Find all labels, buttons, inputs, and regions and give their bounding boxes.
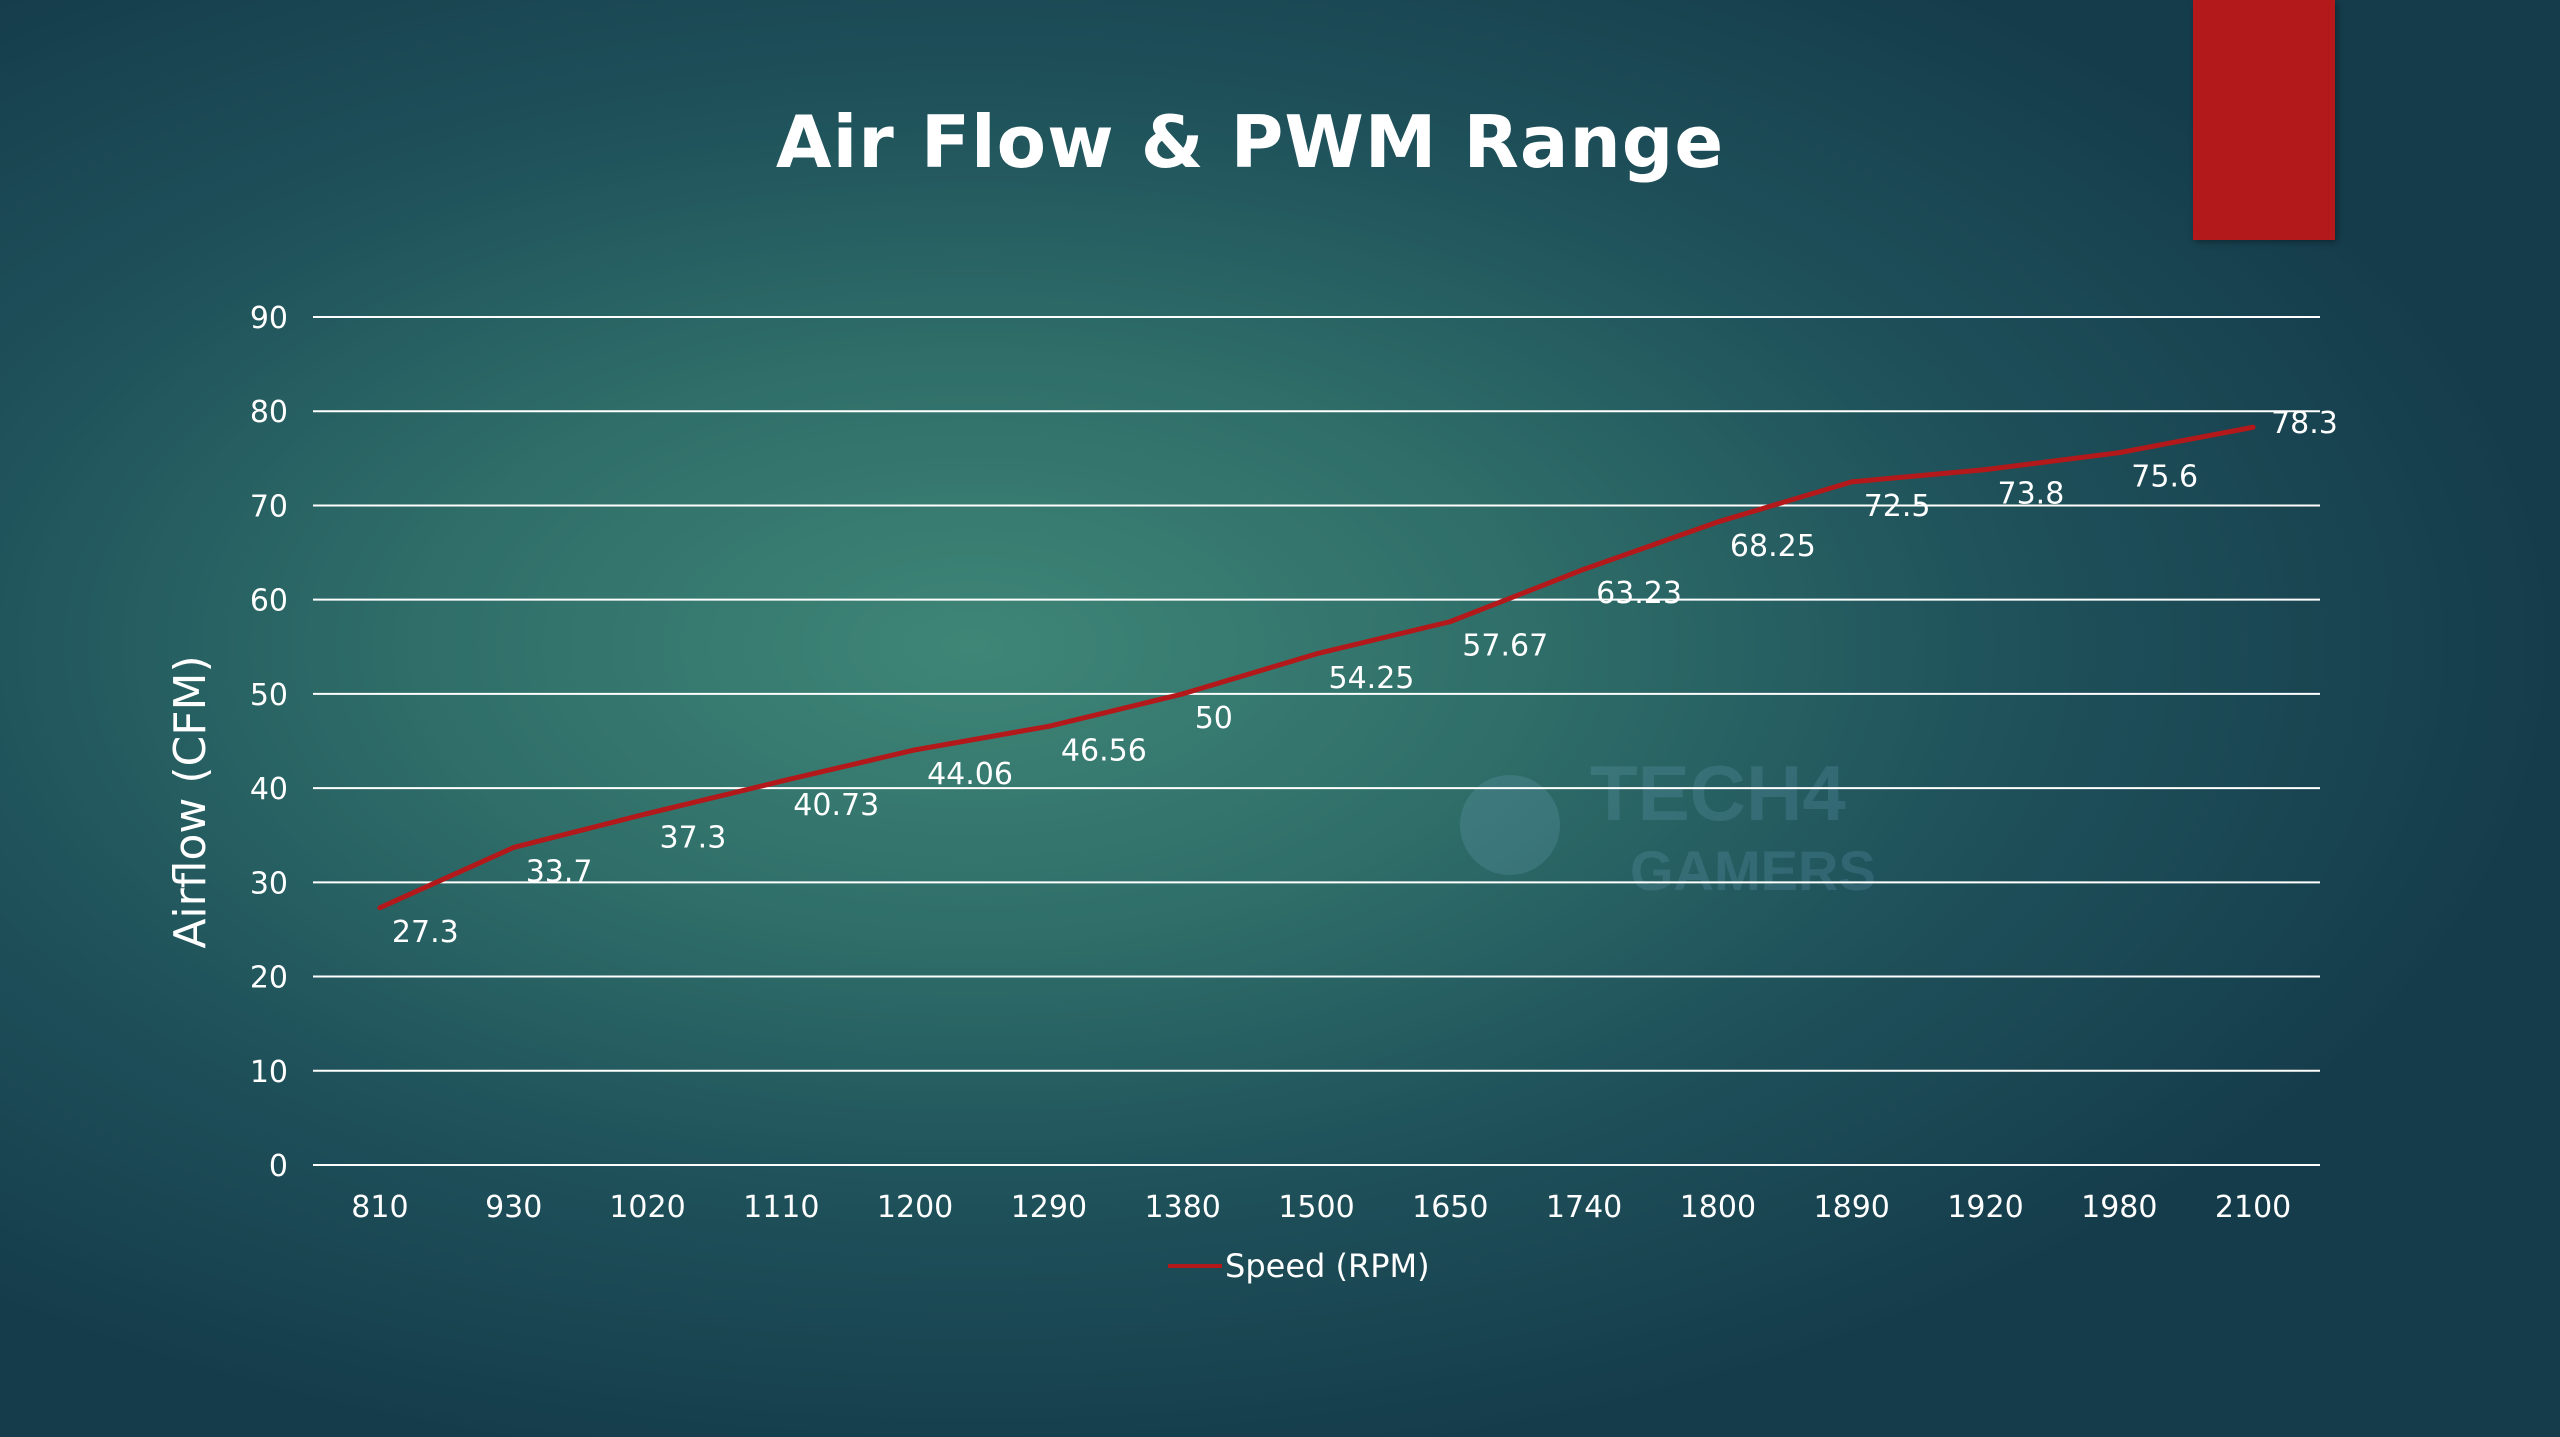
data-point <box>2116 450 2122 456</box>
x-tick-label: 1200 <box>877 1190 953 1225</box>
y-tick-label: 40 <box>250 772 288 807</box>
y-tick-labels: 0 10 20 30 40 50 60 70 80 90 <box>250 301 288 1184</box>
data-point <box>645 811 650 817</box>
legend: Speed (RPM) <box>1168 1247 1430 1285</box>
x-tick-label: 1800 <box>1680 1190 1756 1225</box>
x-tick-label: 1980 <box>2081 1190 2157 1225</box>
x-tick-label: 1290 <box>1011 1190 1087 1225</box>
x-tick-label: 1020 <box>609 1190 685 1225</box>
data-label: 40.73 <box>793 788 879 823</box>
data-label: 72.5 <box>1864 489 1931 524</box>
accent-bar <box>2193 0 2335 240</box>
data-point <box>1447 619 1453 625</box>
data-point <box>778 778 784 784</box>
y-tick-label: 80 <box>250 395 288 430</box>
watermark-logo: TECH4 GAMERS <box>1450 740 2050 924</box>
data-label: 33.7 <box>526 854 593 889</box>
x-tick-label: 1380 <box>1145 1190 1221 1225</box>
data-point <box>1715 519 1721 525</box>
data-labels: 27.3 33.7 37.3 40.73 44.06 46.56 50 54.25 57.67 6… <box>392 406 2338 950</box>
x-tick-label: 1890 <box>1814 1190 1890 1225</box>
data-point <box>1046 723 1052 729</box>
data-label: 54.25 <box>1329 661 1415 696</box>
data-label: 73.8 <box>1998 477 2065 512</box>
y-tick-label: 20 <box>250 961 288 996</box>
data-label: 27.3 <box>392 915 459 950</box>
x-tick-label: 930 <box>485 1190 542 1225</box>
data-point <box>912 747 918 753</box>
x-tick-label: 2100 <box>2215 1190 2291 1225</box>
data-point <box>1314 651 1319 657</box>
y-tick-label: 10 <box>250 1055 288 1090</box>
data-label: 37.3 <box>660 821 727 856</box>
x-tick-label: 810 <box>351 1190 408 1225</box>
data-point <box>1983 467 1988 473</box>
x-tick-label: 1500 <box>1278 1190 1354 1225</box>
data-label: 57.67 <box>1462 629 1548 664</box>
data-label: 75.6 <box>2131 460 2198 495</box>
data-point <box>511 844 517 850</box>
x-tick-label: 1110 <box>743 1190 819 1225</box>
watermark-line2: GAMERS <box>1630 839 1876 902</box>
y-axis-title: Airflow (CFM) <box>165 655 216 948</box>
data-point <box>1849 479 1855 485</box>
data-label: 46.56 <box>1061 733 1147 768</box>
data-point <box>1180 691 1186 697</box>
chart-title: Air Flow & PWM Range <box>775 100 1725 184</box>
data-point <box>1581 566 1587 572</box>
legend-label: Speed (RPM) <box>1225 1247 1430 1285</box>
watermark-line1: TECH4 <box>1590 749 1846 837</box>
x-tick-labels: 810 930 1020 1110 1200 1290 1380 1500 1650 1740 18… <box>351 1190 2291 1225</box>
y-tick-label: 70 <box>250 489 288 524</box>
y-tick-label: 0 <box>269 1149 288 1184</box>
gridlines <box>313 316 2320 1166</box>
y-tick-label: 50 <box>250 678 288 713</box>
data-label: 78.3 <box>2271 406 2338 441</box>
x-tick-label: 1740 <box>1546 1190 1622 1225</box>
y-tick-label: 60 <box>250 584 288 619</box>
data-label: 44.06 <box>927 757 1013 792</box>
data-label: 68.25 <box>1730 529 1816 564</box>
x-tick-label: 1920 <box>1947 1190 2023 1225</box>
data-point <box>2250 424 2256 430</box>
data-point <box>377 905 383 911</box>
series <box>377 424 2256 911</box>
data-label: 50 <box>1195 701 1233 736</box>
y-tick-label: 90 <box>250 301 288 336</box>
x-tick-label: 1650 <box>1412 1190 1488 1225</box>
y-tick-label: 30 <box>250 866 288 901</box>
data-label: 63.23 <box>1596 576 1682 611</box>
